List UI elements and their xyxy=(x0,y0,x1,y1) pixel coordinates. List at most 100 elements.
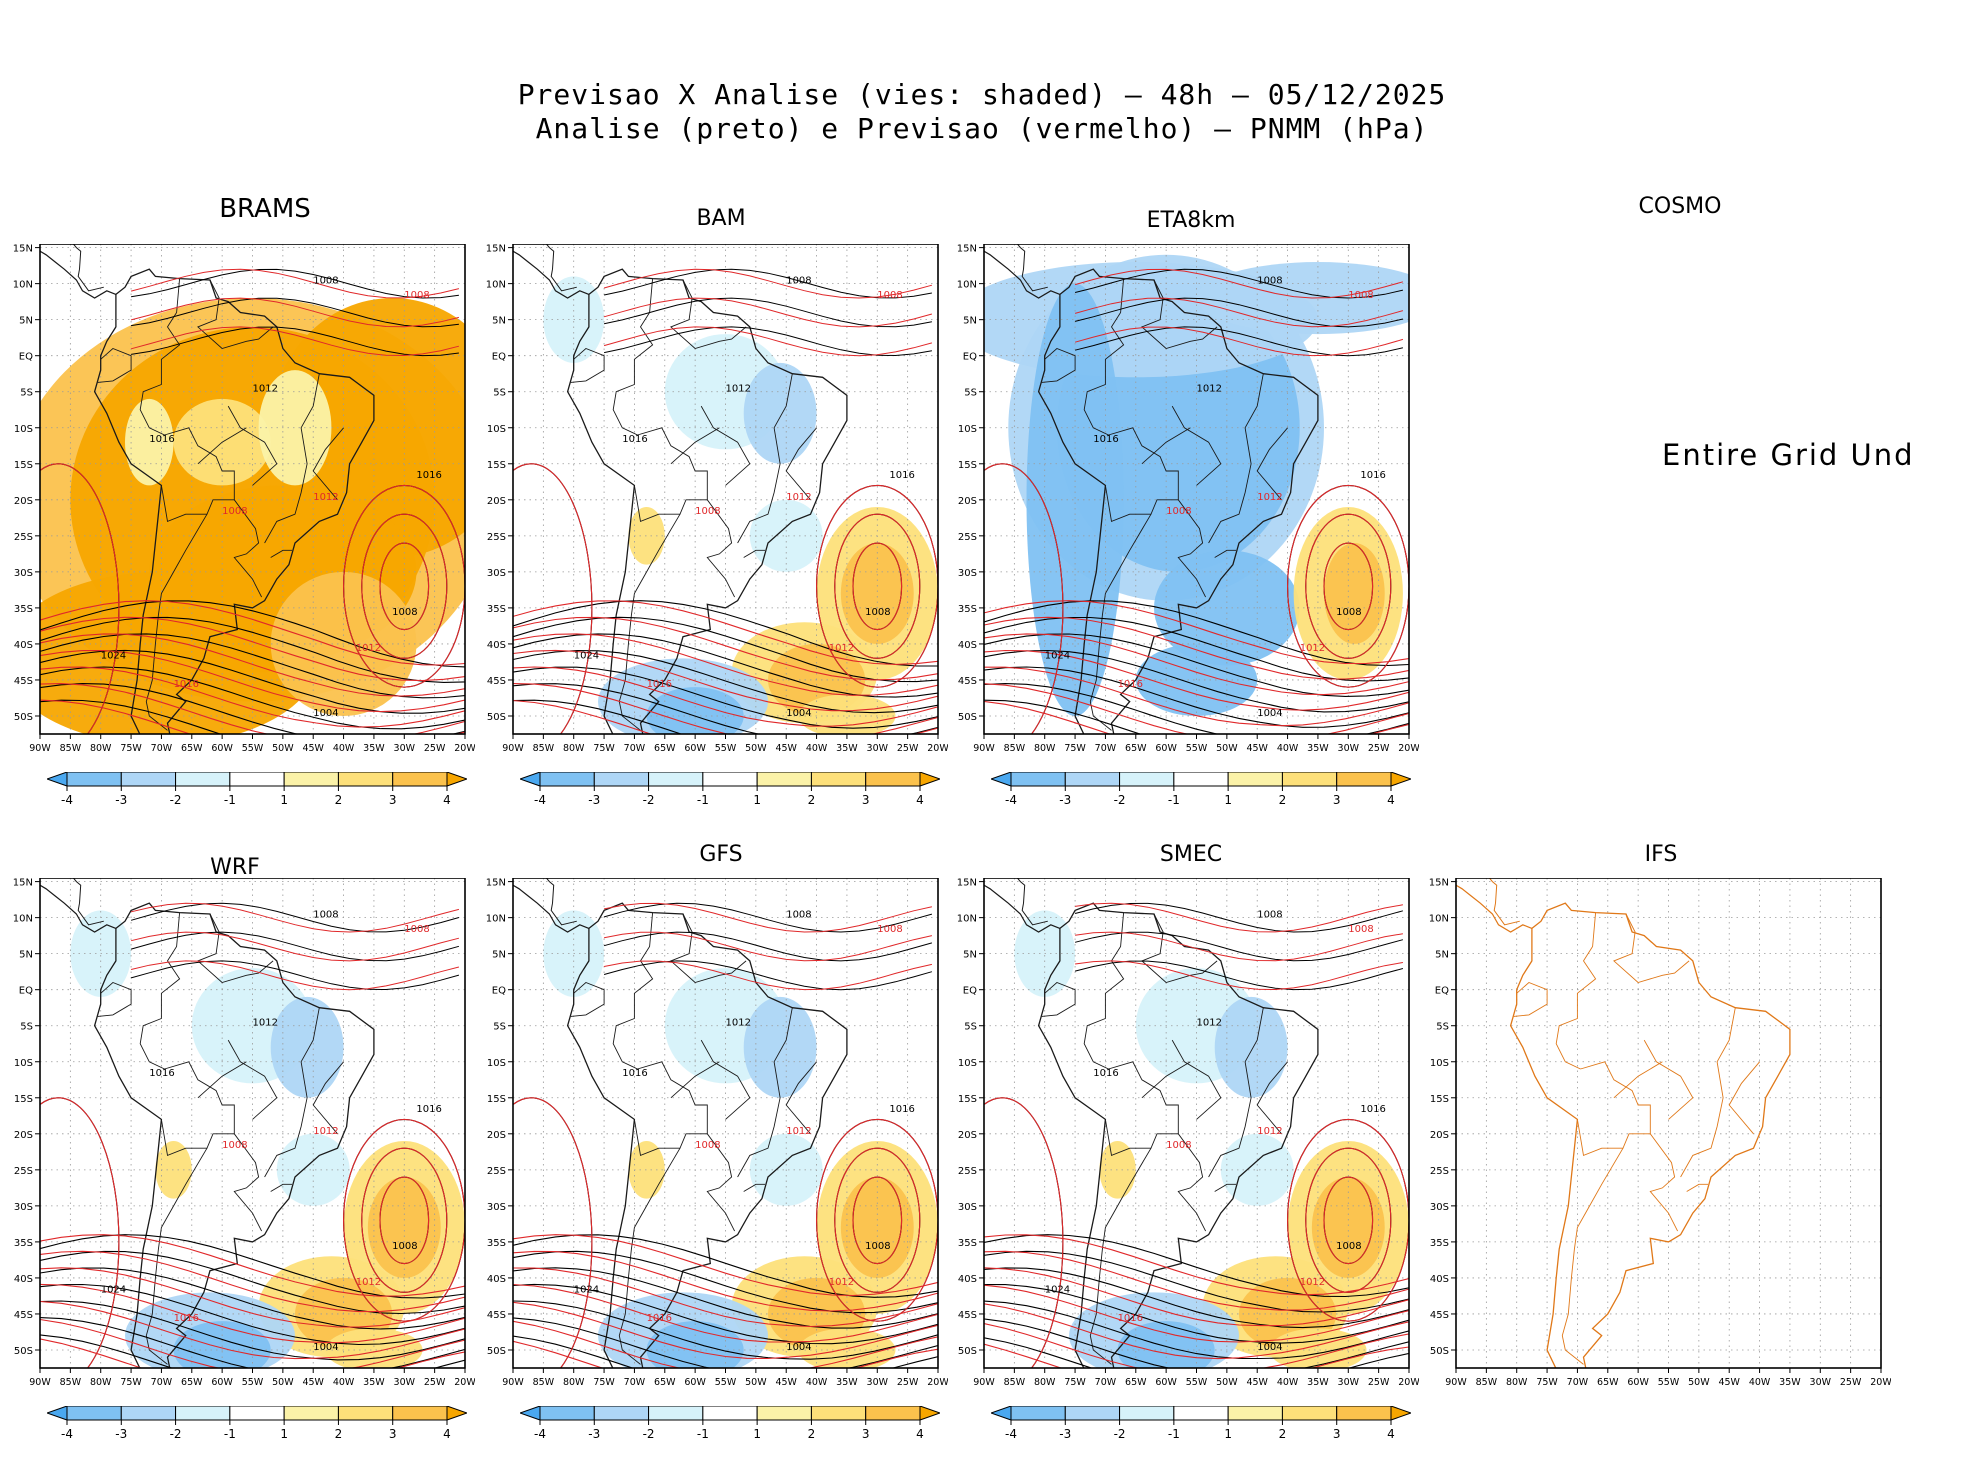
colorbar-label: -3 xyxy=(1059,793,1071,807)
lat-label: 50S xyxy=(487,1346,506,1357)
lat-label: 15N xyxy=(13,878,33,889)
country-border xyxy=(1089,1147,1152,1365)
country-border xyxy=(670,1061,720,1099)
colorbar-label: 3 xyxy=(1333,793,1341,807)
colorbar-label: -3 xyxy=(1059,1427,1071,1441)
contour-value-label: 1008 xyxy=(392,607,417,618)
lat-label: 35S xyxy=(487,1238,506,1249)
contour-value-label: 1016 xyxy=(1360,470,1385,481)
lat-label: 10N xyxy=(957,914,977,925)
contour-value-label: 1008 xyxy=(786,276,811,287)
lat-label: 20S xyxy=(1430,1130,1449,1141)
contour-value-label: 1008 xyxy=(1348,924,1373,935)
isobar-line xyxy=(40,600,465,668)
isobar-line xyxy=(40,683,465,734)
lon-label: 55W xyxy=(1186,1377,1208,1388)
map-panel-ifs: 15N 10N 5N EQ 5S 10S 15S 20S 25S 30S 35S 40S 45S 50S 9… xyxy=(1418,878,1891,1396)
lon-label: 20W xyxy=(927,743,948,754)
isobar-line xyxy=(513,1335,938,1368)
contour-value-label: 1008 xyxy=(392,1241,417,1252)
lon-label: 50W xyxy=(1216,1377,1238,1388)
country-border xyxy=(1256,427,1288,501)
colorbar-label: -3 xyxy=(588,1427,600,1441)
colorbar-segment xyxy=(810,771,867,787)
isobar-line xyxy=(513,616,938,683)
lon-label: 40W xyxy=(806,743,828,754)
lon-label: 80W xyxy=(1506,1377,1528,1388)
isobar-line xyxy=(603,268,933,299)
lon-label: 70W xyxy=(151,743,173,754)
lon-label: 85W xyxy=(533,1377,555,1388)
isobar-line xyxy=(604,960,933,991)
lon-label: 55W xyxy=(1658,1377,1680,1388)
contour-value-label: 1016 xyxy=(1118,679,1143,690)
bias-shading xyxy=(1117,1321,1215,1368)
contour-value-label: 1008 xyxy=(404,924,429,935)
lon-label: 85W xyxy=(1004,1377,1026,1388)
colorbar-segment xyxy=(1010,771,1066,787)
figure-title-line2: Analise (preto) e Previsao (vermelho) – … xyxy=(535,112,1429,145)
contour-value-label: 1016 xyxy=(149,434,174,445)
caribbean-coastline xyxy=(546,878,577,926)
colorbar-label: 4 xyxy=(443,793,451,807)
colorbar-label: -4 xyxy=(534,793,546,807)
lon-label: 90W xyxy=(29,1377,51,1388)
country-border xyxy=(1214,549,1236,558)
bias-shading xyxy=(1324,543,1385,644)
lat-label: 25S xyxy=(958,1166,977,1177)
lon-label: 25W xyxy=(897,743,919,754)
colorbar-high-triangle xyxy=(446,1405,469,1421)
country-border xyxy=(570,981,605,1017)
lon-label: 35W xyxy=(836,743,858,754)
isobar-line xyxy=(984,1343,1409,1368)
lat-label: 10S xyxy=(14,424,33,435)
country-border xyxy=(1555,912,1597,1070)
country-border xyxy=(700,405,751,486)
isobar-line xyxy=(984,1322,1409,1368)
country-border xyxy=(1613,1061,1663,1099)
lon-label: 45W xyxy=(302,1377,324,1388)
contour-value-label: 1012 xyxy=(726,1018,751,1029)
lat-label: 15N xyxy=(957,878,977,889)
colorbar-segment xyxy=(1173,1405,1229,1421)
country-border xyxy=(737,1007,793,1178)
lat-label: 15S xyxy=(487,1094,506,1105)
colorbar-label: -3 xyxy=(588,793,600,807)
isobar-ring xyxy=(852,1176,903,1265)
contour-value-label: 1004 xyxy=(1257,1342,1282,1353)
lat-label: 50S xyxy=(14,712,33,723)
central-america-coastline xyxy=(984,884,1061,933)
bias-shading xyxy=(646,1321,744,1368)
isobar-line xyxy=(513,600,938,665)
lat-label: 30S xyxy=(14,1202,33,1213)
isobar-line xyxy=(130,931,460,962)
contour-value-label: 1016 xyxy=(174,679,199,690)
country-border xyxy=(1083,278,1125,436)
lon-label: 55W xyxy=(715,743,737,754)
contour-value-label: 1012 xyxy=(1197,1018,1222,1029)
bias-shading xyxy=(743,996,817,1098)
colorbar-segment xyxy=(865,1405,921,1421)
lat-label: 15N xyxy=(957,244,977,255)
colorbar-label: -4 xyxy=(61,793,73,807)
contour-value-label: 1008 xyxy=(1166,506,1191,517)
south-america-coastline xyxy=(93,268,375,734)
isobar-line xyxy=(513,616,938,681)
isobar-line xyxy=(1074,326,1404,357)
lon-label: 80W xyxy=(90,743,112,754)
colorbar-high-triangle xyxy=(1390,771,1413,787)
country-border xyxy=(312,1061,344,1135)
colorbar-segment xyxy=(1227,1405,1283,1421)
country-border xyxy=(97,981,132,1017)
isobar-line xyxy=(603,326,932,357)
isobar-line xyxy=(40,600,465,666)
isobar-line xyxy=(603,326,933,357)
lat-label: 25S xyxy=(487,532,506,543)
colorbar-label: -2 xyxy=(1114,1427,1126,1441)
contour-value-label: 1016 xyxy=(647,679,672,690)
lon-label: 65W xyxy=(654,1377,676,1388)
lon-label: 40W xyxy=(1277,1377,1299,1388)
isobar-line xyxy=(984,683,1409,734)
isobar-ring xyxy=(40,463,120,734)
colorbar-low-triangle xyxy=(45,771,68,787)
